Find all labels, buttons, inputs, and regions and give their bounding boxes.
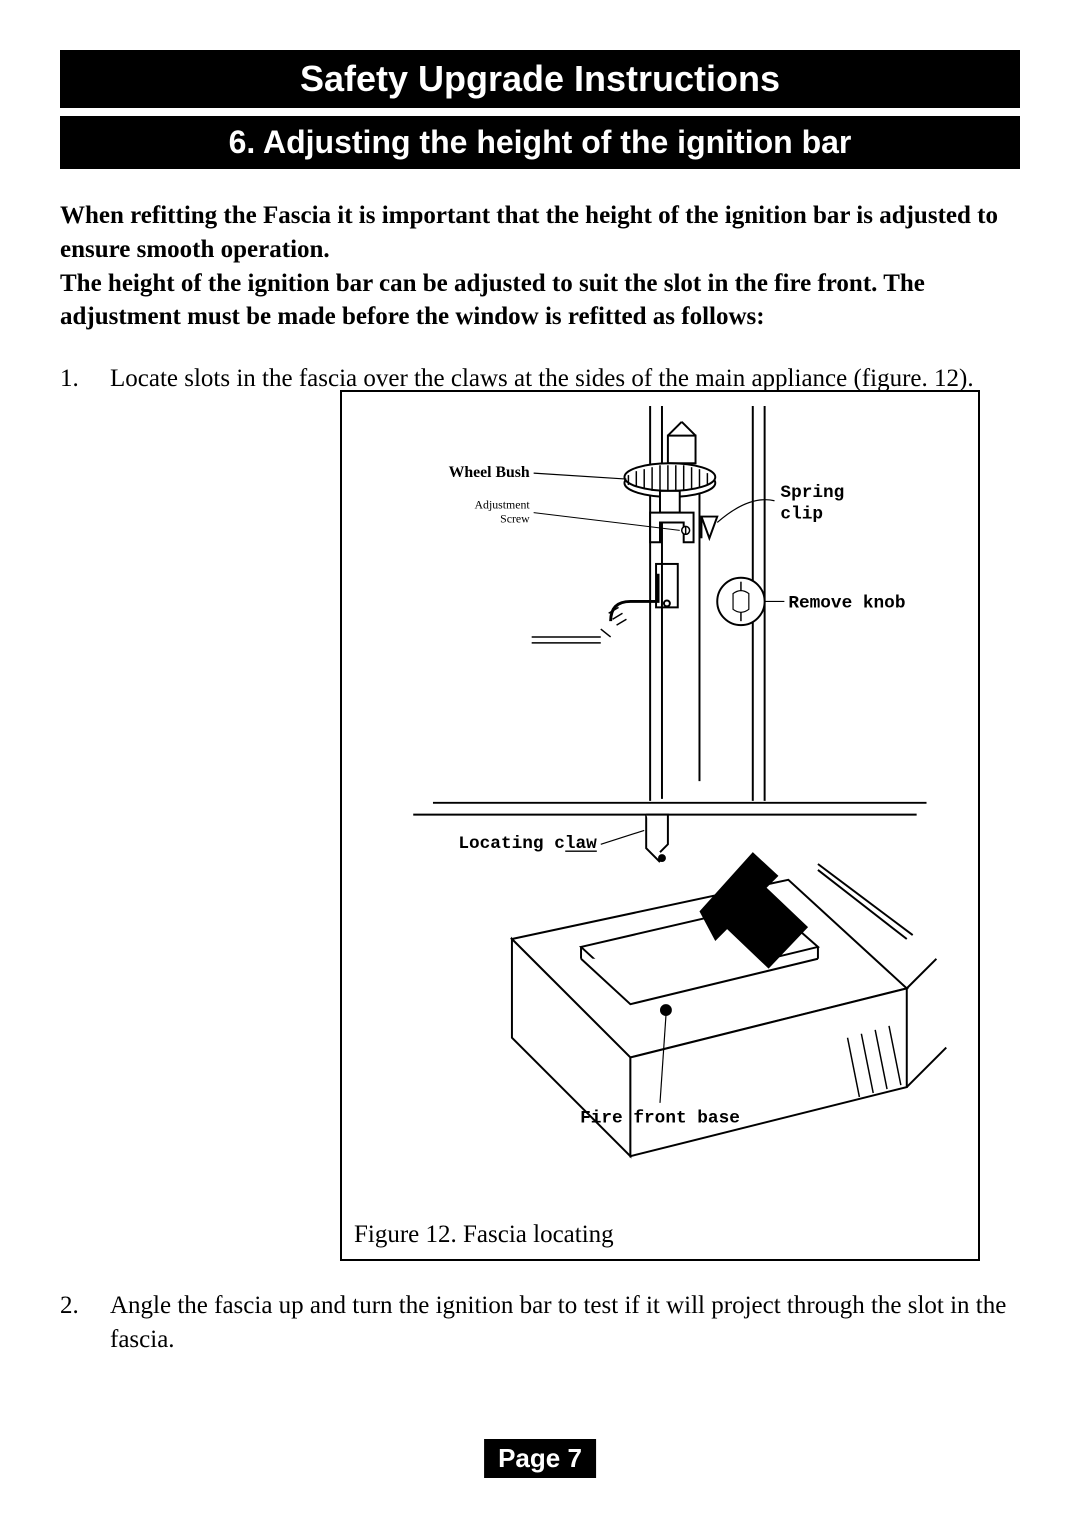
page-footer: Page 7	[484, 1439, 596, 1478]
step-2: 2. Angle the fascia up and turn the igni…	[60, 1289, 1020, 1357]
label-spring-l1: Spring	[780, 483, 844, 503]
label-remove-knob: Remove knob	[788, 593, 905, 613]
figure-12-box: Wheel Bush Adjustment Screw Spring clip …	[340, 390, 980, 1261]
step-list-2: 2. Angle the fascia up and turn the igni…	[60, 1289, 1020, 1357]
step-text: Angle the fascia up and turn the ignitio…	[110, 1289, 1020, 1357]
step-number: 2.	[60, 1289, 110, 1357]
label-spring-l2: clip	[780, 504, 823, 524]
intro-block: When refitting the Fascia it is importan…	[60, 199, 1020, 334]
step-text: Locate slots in the fascia over the claw…	[110, 362, 1020, 396]
label-adjustment-l2: Screw	[500, 511, 530, 525]
step-1: 1. Locate slots in the fascia over the c…	[60, 362, 1020, 396]
main-banner: Safety Upgrade Instructions	[60, 50, 1020, 108]
step-list: 1. Locate slots in the fascia over the c…	[60, 362, 1020, 396]
intro-paragraph-1: When refitting the Fascia it is importan…	[60, 199, 1020, 267]
figure-caption: Figure 12. Fascia locating	[354, 1221, 966, 1249]
label-wheel-bush: Wheel Bush	[449, 464, 530, 481]
figure-12-diagram: Wheel Bush Adjustment Screw Spring clip …	[354, 406, 966, 1215]
step-number: 1.	[60, 362, 110, 396]
intro-paragraph-2: The height of the ignition bar can be ad…	[60, 267, 1020, 335]
label-adjustment-l1: Adjustment	[475, 497, 531, 511]
section-banner: 6. Adjusting the height of the ignition …	[60, 116, 1020, 169]
label-fire-front-base: Fire front base	[580, 1108, 740, 1128]
